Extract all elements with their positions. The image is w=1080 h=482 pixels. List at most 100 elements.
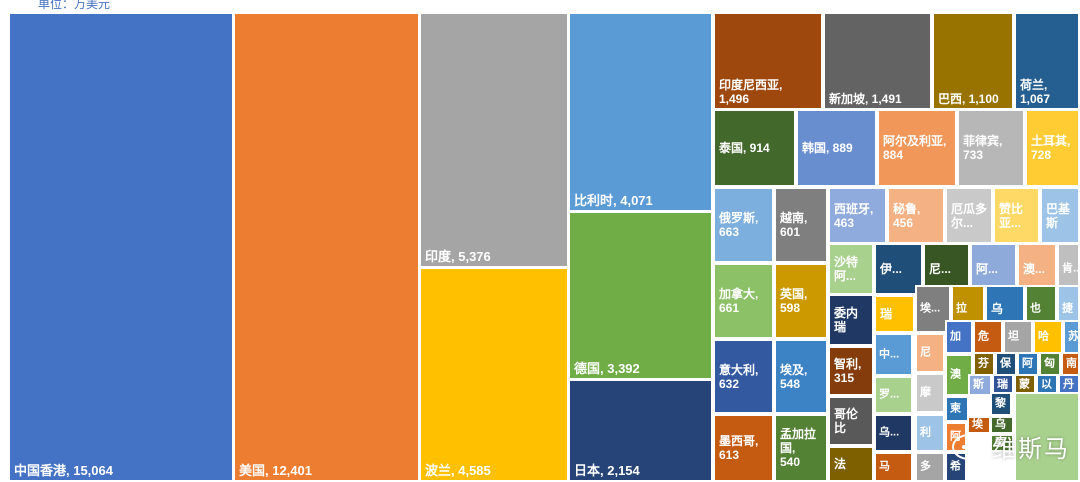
tile-label: 伊... [880, 262, 919, 276]
tile-label-line: 孟加拉 [780, 426, 817, 441]
tile-label-line: 315 [834, 371, 855, 385]
tile-label-line: 摩 [920, 386, 931, 399]
tile-label: 瑞 [997, 379, 1010, 392]
tile-label-line: 哈 [1038, 330, 1049, 343]
tile-智利-31: 智利, 315 [828, 346, 874, 396]
tile-label-line: 波兰, 4,585 [425, 462, 491, 478]
tile-斯-59: 斯 [968, 374, 992, 396]
tile-label: 匈 [1044, 358, 1057, 371]
tile-label: 阿 [950, 431, 963, 444]
tile-尼-45: 尼 [915, 333, 945, 373]
tile-label-line: 埃... [920, 302, 941, 315]
tile-label: 摩 [920, 387, 941, 400]
tile-label-line: 新加坡, 1,491 [829, 91, 902, 106]
tile-label-line: 匈 [1044, 357, 1055, 370]
tile-label: 哈 [1038, 331, 1059, 344]
tile-韩国-12: 韩国, 889 [796, 109, 877, 187]
tile-label-line: 728 [1031, 148, 1052, 162]
tile-label-line: 丹 [1063, 378, 1074, 391]
tile-label: 罗... [879, 389, 909, 402]
tile-摩-52: 摩 [915, 373, 945, 413]
tile-label: 菲律宾, 733 [963, 134, 1021, 162]
tile-label-line: 1,496 [719, 91, 750, 106]
tile-土耳其-15: 土耳其, 728 [1025, 109, 1080, 187]
tile-以-62: 以 [1036, 374, 1058, 396]
tile-label-line: 540 [780, 455, 801, 470]
tile-label: 尼 [920, 347, 941, 360]
tile-label: 英国, 598 [780, 287, 824, 315]
tile-坦-48: 坦 [1003, 320, 1033, 354]
tile-日本-6: 日本, 2,154 [568, 379, 713, 482]
tile-label-line: 斯 [973, 378, 984, 391]
tile-label-line: 苏 [1068, 330, 1079, 343]
tile-label: 尼... [929, 262, 966, 276]
tile-label: 柬 [950, 403, 965, 416]
tile-荷兰-10: 荷兰, 1,067 [1014, 12, 1080, 110]
tile-label: 越南, 601 [780, 211, 824, 239]
tile-label-line: 巴西, 1,100 [938, 91, 999, 106]
tile-俄罗斯-16: 俄罗斯, 663 [713, 187, 774, 263]
tile-label: 多 [920, 461, 941, 474]
tile-巴西-9: 巴西, 1,100 [932, 12, 1014, 110]
tile-加-46: 加 [945, 320, 973, 354]
tile-label-line: 巴基 [1046, 201, 1071, 216]
tile-label: 韩国, 889 [802, 141, 873, 155]
tile-label: 埃... [920, 303, 947, 316]
tile-label-line: 以 [1041, 378, 1052, 391]
tile-南-57: 南 [1061, 352, 1080, 376]
tile-label-line: 661 [719, 301, 740, 315]
tile-label: 危 [978, 331, 999, 344]
tile-label: 蒙 [1019, 379, 1032, 392]
tile-伊--33: 伊... [874, 243, 923, 295]
tile-黎-69: 黎 [990, 392, 1012, 416]
tile-label: 澳... [1023, 262, 1053, 276]
tile-芬-53: 芬 [973, 352, 995, 376]
tile-label-line: 赞比 [999, 201, 1024, 216]
tile-瑞-38: 瑞 [874, 295, 915, 333]
tile-阿-55: 阿 [1017, 352, 1039, 376]
tile-label-line: 尔... [951, 215, 974, 230]
tile-埃及-21: 埃及, 548 [774, 339, 828, 414]
tile-label: 波兰, 4,585 [425, 463, 565, 478]
tile-波兰-3: 波兰, 4,585 [419, 267, 569, 482]
tile-埃--39: 埃... [915, 285, 951, 333]
tile-label: 巴西, 1,100 [938, 92, 1010, 106]
tile-label-line: 瑞 [880, 306, 893, 321]
tile-label: 瑞 [880, 307, 911, 321]
tile-巴基斯坦-28: 巴基斯 [1040, 187, 1080, 244]
tile-label: 阿 [1022, 358, 1035, 371]
tile-label-line: 德国, 3,392 [574, 360, 640, 376]
tile-label-line: 希 [950, 460, 961, 473]
tile-label-line: 危 [978, 330, 989, 343]
tile-label: 阿... [976, 262, 1013, 276]
watermark: 维斯马 [952, 429, 1070, 464]
tile-label-line: 阿 [1022, 357, 1033, 370]
tile-label-line: 澳... [1023, 261, 1046, 276]
tile-菲律宾-14: 菲律宾, 733 [957, 109, 1025, 187]
tile-乌-70: 乌 [990, 416, 1014, 434]
tile-label-line: 西班牙, [834, 201, 874, 216]
tile-label-line: 加拿大, [719, 286, 759, 301]
tile-label-line: 加 [950, 330, 961, 343]
tile-label: 马 [879, 461, 909, 474]
tile-美国-1: 美国, 12,401 [233, 12, 420, 482]
tile-label-line: 保 [1000, 357, 1011, 370]
tile-label-line: 伊... [880, 261, 903, 276]
tile-label-line: 598 [780, 301, 801, 315]
tile-label-line: 乌 [991, 301, 1004, 316]
tile-苏-50: 苏 [1063, 320, 1080, 354]
tile-label-line: 荷兰, [1020, 77, 1048, 92]
tile-label-line: 英国, [780, 286, 808, 301]
tile-label-line: 土耳其, [1031, 133, 1071, 148]
tile-label: 委内瑞 [834, 306, 870, 334]
tile-label: 智利, 315 [834, 357, 870, 385]
watermark-text: 维斯马 [992, 436, 1070, 463]
tile-label-line: 捷 [1062, 302, 1073, 315]
tile-label: 也 [1030, 303, 1053, 316]
tile-label-line: 阿... [834, 269, 857, 283]
tile-label: 乌 [991, 302, 1021, 316]
tile-label-line: 坦 [1008, 330, 1019, 343]
tile-label: 哥伦比 [834, 407, 870, 435]
tile-label: 泰国, 914 [719, 141, 792, 155]
tile-label: 澳 [950, 369, 969, 382]
